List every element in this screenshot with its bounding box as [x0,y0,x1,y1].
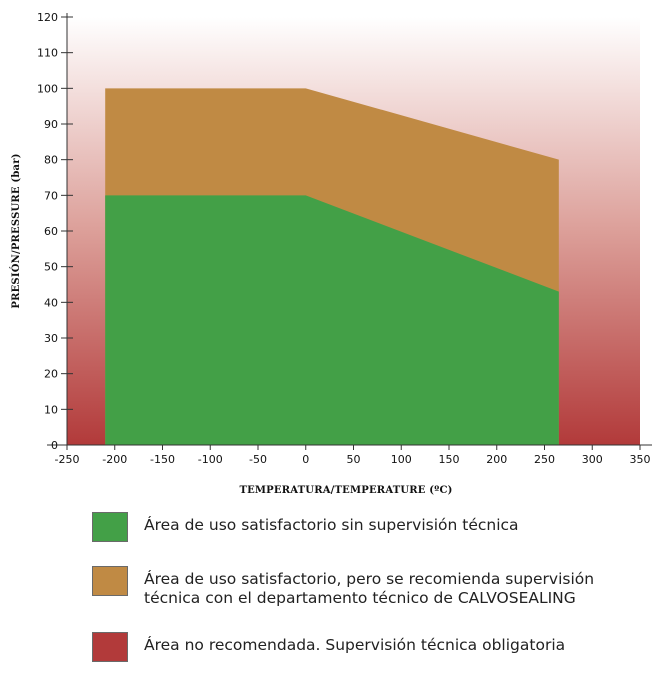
legend-label-satisfactory: Área de uso satisfactorio sin supervisió… [144,516,519,534]
x-tick-label: 0 [302,453,309,466]
x-tick-label: 100 [391,453,412,466]
area-series-group [105,88,559,445]
y-tick-label: 50 [44,261,58,274]
y-tick-label: 110 [37,47,58,60]
legend-label-not-recommended: Área no recomendada. Supervisión técnica… [144,636,566,654]
x-tick-label: -150 [150,453,175,466]
x-tick-label: 350 [630,453,651,466]
x-tick-label: 200 [486,453,507,466]
legend-swatch-red [92,632,128,662]
y-tick-label: 0 [51,439,58,452]
y-tick-label: 30 [44,332,58,345]
pressure-temperature-chart: -250 -200 -150 -100 -50 0 50 100 150 200 250 300 350… [10,11,652,496]
legend-item-satisfactory: Área de uso satisfactorio sin supervisió… [92,512,632,542]
x-tick-label: -100 [198,453,223,466]
y-tick-label: 40 [44,296,58,309]
axes-group: -250 -200 -150 -100 -50 0 50 100 150 200 250 300 350… [37,11,652,466]
x-tick-label: 50 [347,453,361,466]
x-tick-label: 300 [582,453,603,466]
legend: Área de uso satisfactorio sin supervisió… [92,512,632,686]
x-tick-label: 150 [439,453,460,466]
y-tick-label: 10 [44,403,58,416]
x-tick-label: -250 [55,453,80,466]
legend-label-supervision: Área de uso satisfactorio, pero se recom… [144,570,595,607]
y-tick-label: 90 [44,118,58,131]
legend-item-supervision: Área de uso satisfactorio, pero se recom… [92,566,632,608]
y-tick-label: 70 [44,189,58,202]
x-axis-title: TEMPERATURA/TEMPERATURE (ºC) [239,485,452,496]
y-tick-label: 120 [37,11,58,24]
x-tick-label: 250 [534,453,555,466]
y-axis-title: PRESIÓN/PRESSURE (bar) [10,153,22,308]
x-tick-label: -200 [102,453,127,466]
y-tick-label: 80 [44,154,58,167]
y-tick-label: 60 [44,225,58,238]
legend-swatch-green [92,512,128,542]
legend-item-not-recommended: Área no recomendada. Supervisión técnica… [92,632,632,662]
y-tick-label: 100 [37,82,58,95]
y-tick-label: 20 [44,368,58,381]
area-satisfactory [105,195,559,445]
x-tick-label: -50 [249,453,267,466]
legend-swatch-orange [92,566,128,596]
